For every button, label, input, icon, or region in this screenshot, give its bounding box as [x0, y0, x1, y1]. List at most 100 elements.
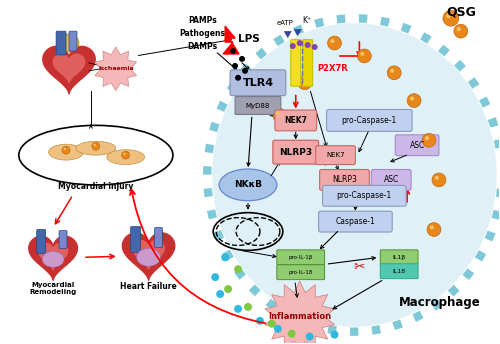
FancyBboxPatch shape: [395, 135, 439, 155]
FancyBboxPatch shape: [230, 70, 286, 96]
Circle shape: [304, 42, 310, 48]
Circle shape: [432, 173, 446, 187]
Polygon shape: [38, 244, 68, 270]
Circle shape: [211, 273, 219, 281]
Circle shape: [276, 111, 280, 116]
FancyBboxPatch shape: [277, 265, 324, 280]
Text: MyD88: MyD88: [246, 103, 270, 109]
Circle shape: [454, 24, 468, 38]
Circle shape: [244, 303, 252, 311]
Text: ✂: ✂: [354, 260, 365, 274]
Polygon shape: [122, 233, 175, 280]
Circle shape: [239, 56, 245, 62]
Text: TLR4: TLR4: [242, 78, 274, 88]
Circle shape: [256, 317, 264, 325]
FancyBboxPatch shape: [291, 40, 300, 86]
Circle shape: [216, 290, 224, 298]
Circle shape: [328, 36, 342, 50]
Ellipse shape: [59, 34, 79, 52]
Text: ASC: ASC: [410, 141, 424, 150]
FancyBboxPatch shape: [372, 170, 411, 190]
Circle shape: [330, 39, 334, 43]
Text: pro·IL-18: pro·IL-18: [288, 270, 313, 275]
FancyBboxPatch shape: [316, 146, 356, 164]
FancyBboxPatch shape: [318, 211, 392, 232]
Circle shape: [358, 49, 372, 63]
Text: Myocardial injury: Myocardial injury: [58, 182, 134, 191]
Text: ASC: ASC: [384, 175, 399, 184]
Circle shape: [387, 66, 401, 80]
Circle shape: [221, 253, 229, 261]
Polygon shape: [133, 241, 164, 269]
Circle shape: [290, 43, 296, 49]
Circle shape: [274, 325, 282, 333]
Text: P2X7R: P2X7R: [318, 64, 348, 73]
Circle shape: [430, 225, 434, 229]
Text: NKκB: NKκB: [234, 180, 262, 190]
Text: Inflammation: Inflammation: [268, 312, 332, 321]
Text: DAMPs: DAMPs: [187, 42, 218, 51]
Ellipse shape: [19, 125, 173, 185]
Polygon shape: [43, 46, 95, 94]
Text: NLRP3: NLRP3: [279, 148, 312, 157]
Circle shape: [64, 148, 66, 150]
Text: pro-Caspase-1: pro-Caspase-1: [342, 116, 397, 125]
Circle shape: [446, 13, 451, 18]
Text: Macrophage: Macrophage: [399, 296, 480, 309]
FancyBboxPatch shape: [273, 140, 318, 164]
Circle shape: [300, 78, 304, 83]
Circle shape: [312, 44, 318, 50]
Polygon shape: [265, 281, 334, 344]
Text: Caspase-1: Caspase-1: [336, 217, 376, 226]
Text: IL18: IL18: [392, 269, 406, 274]
Circle shape: [288, 330, 296, 338]
Text: Heart Failure: Heart Failure: [120, 282, 177, 291]
Text: Pathogens: Pathogens: [180, 29, 226, 38]
FancyBboxPatch shape: [326, 109, 412, 131]
Circle shape: [268, 320, 276, 328]
Ellipse shape: [219, 169, 277, 201]
Circle shape: [234, 265, 242, 273]
Ellipse shape: [136, 248, 160, 266]
Ellipse shape: [107, 150, 144, 164]
Circle shape: [306, 333, 314, 341]
Text: QSG: QSG: [447, 5, 476, 18]
Polygon shape: [54, 54, 84, 83]
Circle shape: [443, 10, 459, 26]
Circle shape: [232, 63, 238, 69]
Circle shape: [94, 144, 96, 146]
Circle shape: [390, 69, 394, 73]
Polygon shape: [223, 26, 239, 54]
FancyBboxPatch shape: [235, 97, 281, 115]
FancyBboxPatch shape: [320, 170, 370, 190]
Circle shape: [92, 142, 100, 150]
Circle shape: [242, 68, 248, 74]
Text: pro·IL-1β: pro·IL-1β: [288, 255, 313, 260]
Circle shape: [224, 285, 232, 293]
Text: PAMPs: PAMPs: [188, 16, 216, 25]
FancyBboxPatch shape: [277, 250, 324, 265]
Text: NEK7: NEK7: [326, 152, 345, 158]
Circle shape: [235, 75, 241, 81]
Text: eATP: eATP: [276, 20, 293, 26]
Ellipse shape: [42, 251, 64, 267]
Polygon shape: [29, 236, 78, 280]
Circle shape: [122, 151, 130, 159]
Circle shape: [234, 305, 242, 313]
Circle shape: [62, 146, 70, 154]
Text: Myocardial
Remodeling: Myocardial Remodeling: [30, 282, 76, 295]
Text: IL1β: IL1β: [392, 255, 406, 260]
FancyBboxPatch shape: [275, 110, 316, 131]
Text: K⁺: K⁺: [302, 16, 311, 25]
Circle shape: [273, 108, 287, 122]
Ellipse shape: [212, 23, 496, 327]
Circle shape: [296, 40, 302, 46]
Circle shape: [407, 94, 421, 108]
FancyBboxPatch shape: [69, 31, 77, 51]
FancyBboxPatch shape: [322, 185, 406, 206]
Circle shape: [124, 153, 126, 155]
FancyBboxPatch shape: [380, 264, 418, 279]
Polygon shape: [95, 47, 136, 91]
Circle shape: [360, 52, 364, 56]
Circle shape: [410, 96, 414, 100]
